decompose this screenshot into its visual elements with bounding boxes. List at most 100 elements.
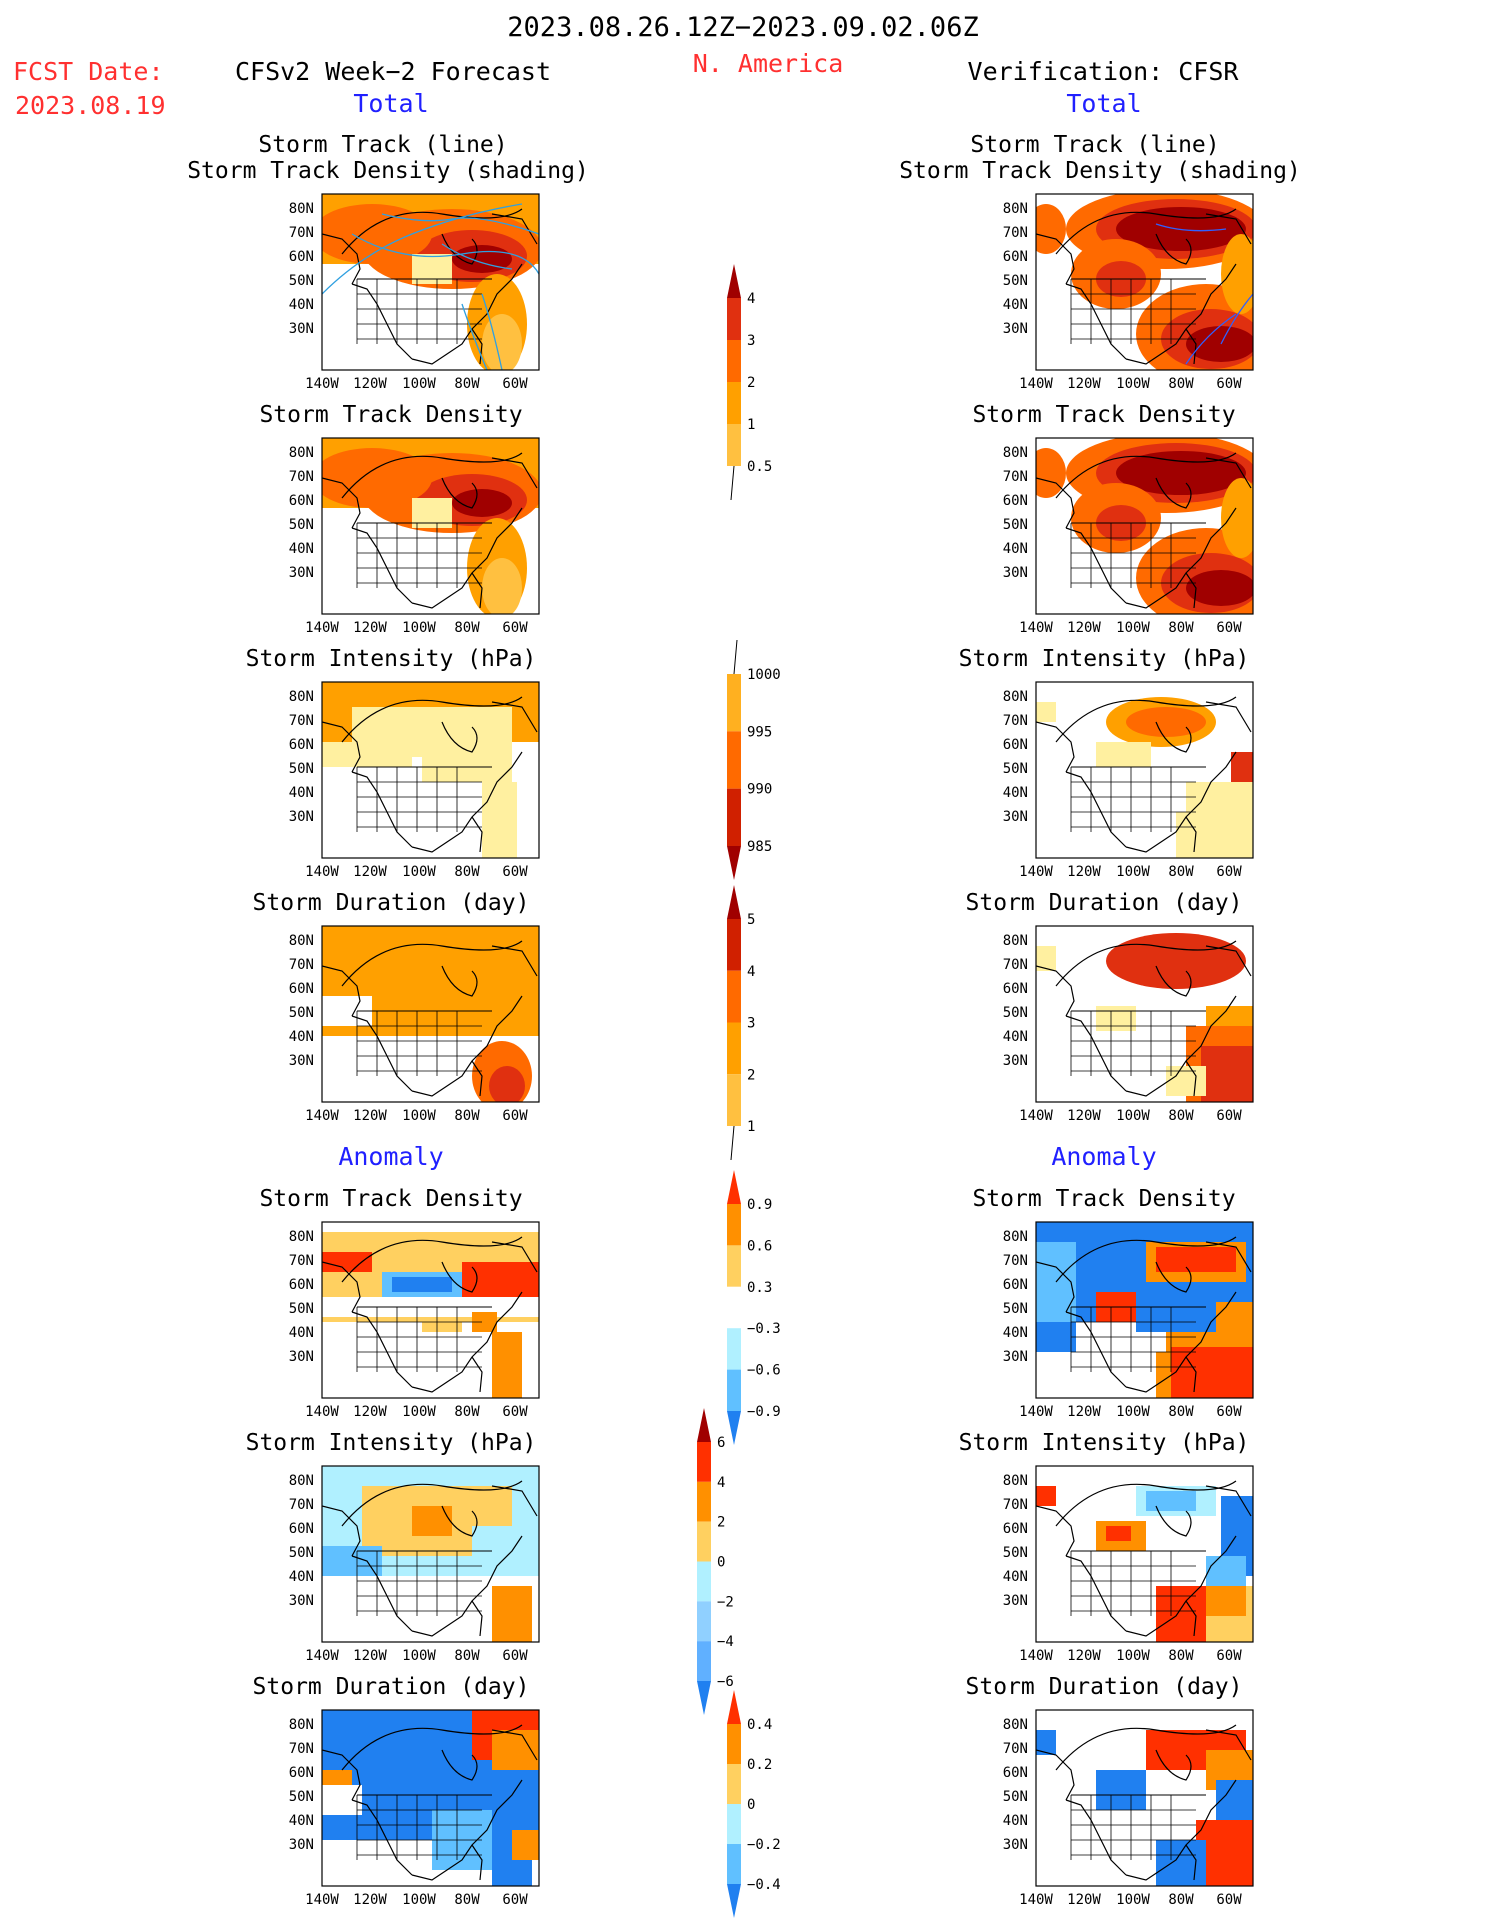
colorbar-tick-label: 0.4 [747, 1717, 772, 1733]
shaded-region [322, 448, 432, 508]
state-boundaries [356, 1794, 492, 1860]
lat-tick-label: 30N [289, 321, 314, 337]
shaded-region [1176, 812, 1206, 858]
lat-tick-label: 50N [1003, 1545, 1028, 1561]
lat-tick-label: 70N [1003, 1497, 1028, 1513]
state-boundaries [356, 1550, 492, 1616]
lon-tick-label: 80W [1168, 864, 1194, 880]
colorbar-tick-label: 0.2 [747, 1757, 772, 1773]
colorbar-segment [697, 1601, 711, 1642]
colorbar-segment [727, 1844, 741, 1884]
lon-tick-label: 100W [402, 620, 436, 636]
lat-tick-label: 70N [289, 957, 314, 973]
lon-tick-label: 80W [454, 864, 480, 880]
lat-tick-label: 60N [289, 737, 314, 753]
lat-tick-label: 50N [289, 273, 314, 289]
intensity-total-colorbar: 1000995990985980 [720, 639, 810, 912]
lon-tick-label: 80W [1168, 1892, 1194, 1908]
map-frame [321, 681, 540, 859]
colorbar-tick-label: −0.9 [747, 1404, 781, 1420]
shaded-region [1096, 742, 1151, 767]
colorbar-tick-label: 990 [747, 782, 772, 798]
storm-track-lines [1155, 223, 1253, 365]
state-boundaries [1070, 1010, 1206, 1076]
lat-tick-label: 40N [1003, 1569, 1028, 1585]
lat-tick-label: 60N [1003, 249, 1028, 265]
colorbar-tick-label: 3 [747, 1016, 755, 1032]
colorbar-tail [730, 465, 735, 501]
colorbar-tail [730, 1125, 735, 1161]
colorbar-tick-label: 6 [717, 1435, 725, 1451]
lat-tick-label: 60N [1003, 981, 1028, 997]
lon-tick-label: 60W [502, 864, 528, 880]
vf-duration-title: Storm Duration (day) [965, 890, 1243, 916]
colorbar-tick-label: −6 [717, 1674, 734, 1690]
colorbar-tick-label: 1000 [747, 667, 781, 683]
lat-tick-label: 40N [289, 1813, 314, 1829]
colorbar-segment [727, 885, 741, 919]
lon-tick-label: 100W [402, 864, 436, 880]
lon-tick-label: 120W [1067, 376, 1101, 392]
lon-tick-label: 120W [353, 376, 387, 392]
lon-tick-label: 80W [1168, 1404, 1194, 1420]
lat-tick-label: 60N [289, 493, 314, 509]
lat-tick-label: 60N [1003, 1277, 1028, 1293]
vf-track-shading-title: Storm Track Density (shading) [899, 158, 1301, 184]
coastlines [322, 1236, 538, 1393]
coastlines [322, 1480, 538, 1637]
vf-intensity-anom-title: Storm Intensity (hPa) [958, 1430, 1250, 1456]
colorbar-tick-label: −0.3 [747, 1321, 781, 1337]
lon-tick-label: 140W [305, 620, 339, 636]
lat-tick-label: 30N [289, 809, 314, 825]
map-frame [1035, 437, 1254, 615]
lat-tick-label: 60N [1003, 1765, 1028, 1781]
forecast-anomaly-label: Anomaly [338, 1142, 444, 1171]
state-boundaries [1070, 766, 1206, 832]
lat-tick-label: 50N [289, 1005, 314, 1021]
lat-tick-label: 70N [1003, 1253, 1028, 1269]
lat-tick-label: 80N [289, 1229, 314, 1245]
fcst-date-value: 2023.08.19 [15, 91, 166, 120]
lat-tick-label: 60N [289, 1521, 314, 1537]
vf-density-anom-map: 80N 70N 60N 50N 40N 30N 140W 120W 100W 80W 60W [996, 1221, 1254, 1420]
lat-tick-label: 80N [289, 1473, 314, 1489]
lon-tick-label: 120W [1067, 864, 1101, 880]
lon-tick-label: 120W [353, 864, 387, 880]
fc-track-shading-title: Storm Track Density (shading) [187, 158, 589, 184]
fc-density-anom-title: Storm Track Density [259, 1186, 523, 1212]
lon-tick-label: 60W [502, 1892, 528, 1908]
state-boundaries [356, 1010, 492, 1076]
colorbar-segment [727, 919, 741, 971]
coastlines [1036, 1724, 1252, 1881]
shaded-region [1166, 1066, 1206, 1096]
fc-duration-anom-title: Storm Duration (day) [252, 1674, 530, 1700]
lat-tick-label: 40N [1003, 1813, 1028, 1829]
colorbar-tick-label: 4 [747, 964, 755, 980]
lon-tick-label: 80W [1168, 1108, 1194, 1124]
lat-tick-label: 30N [289, 1053, 314, 1069]
lat-tick-label: 30N [1003, 1053, 1028, 1069]
lon-tick-label: 120W [1067, 1892, 1101, 1908]
lon-tick-label: 120W [1067, 1404, 1101, 1420]
verification-total-label: Total [1066, 89, 1142, 118]
fcst-date-label: FCST Date: [13, 57, 164, 86]
colorbar-segment [697, 1641, 711, 1681]
colorbar-tick-label: 2 [747, 375, 755, 391]
map-frame [1035, 681, 1254, 859]
lon-tick-label: 140W [1019, 1108, 1053, 1124]
lat-tick-label: 30N [1003, 321, 1028, 337]
lat-tick-label: 40N [1003, 785, 1028, 801]
shaded-region [482, 558, 522, 614]
fc-track-map: 80N 70N 60N 50N 40N 30N 140W 120W 100W 80W 60W [282, 193, 540, 392]
forecast-total-label: Total [353, 89, 429, 118]
lon-tick-label: 100W [402, 1892, 436, 1908]
colorbar-segment [727, 788, 741, 846]
shaded-region [472, 1312, 497, 1332]
coastlines [1036, 452, 1252, 609]
map-frame [321, 1221, 540, 1399]
verification-anomaly-label: Anomaly [1051, 1142, 1157, 1171]
shaded-region [322, 1252, 372, 1272]
shaded-region [1186, 326, 1253, 362]
lat-tick-label: 80N [1003, 1229, 1028, 1245]
vf-duration-map: 80N 70N 60N 50N 40N 30N 140W 120W 100W 80W 60W [996, 925, 1254, 1124]
